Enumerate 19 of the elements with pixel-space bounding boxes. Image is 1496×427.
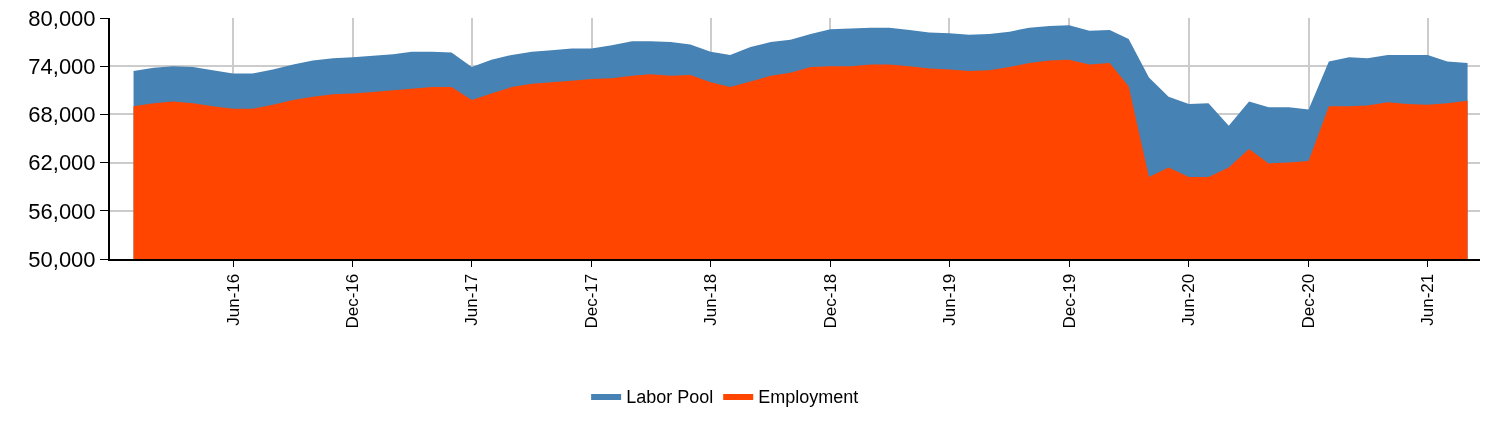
y-tick-label: 62,000 <box>28 150 96 176</box>
y-tick-label: 50,000 <box>28 246 96 272</box>
x-tick-label: Dec-17 <box>582 273 602 329</box>
x-tick-label: Dec-18 <box>820 273 840 329</box>
x-tick-label: Dec-16 <box>343 273 363 329</box>
y-tick-label: 74,000 <box>28 53 96 79</box>
x-tick-label: Dec-19 <box>1059 273 1079 329</box>
y-tick-label: 80,000 <box>28 5 96 31</box>
legend-label: Labor Pool <box>626 387 714 408</box>
x-tick-label: Jun-21 <box>1418 273 1438 326</box>
x-tick-label: Jun-20 <box>1179 273 1199 326</box>
legend-label: Employment <box>758 387 859 408</box>
x-tick-label: Jun-16 <box>223 273 243 326</box>
y-tick-label: 56,000 <box>28 198 96 224</box>
y-tick-label: 68,000 <box>28 102 96 128</box>
x-tick-label: Jun-18 <box>701 273 721 326</box>
x-tick-label: Jun-17 <box>462 273 482 326</box>
x-tick-label: Dec-20 <box>1299 273 1319 329</box>
x-tick-label: Jun-19 <box>939 273 959 326</box>
